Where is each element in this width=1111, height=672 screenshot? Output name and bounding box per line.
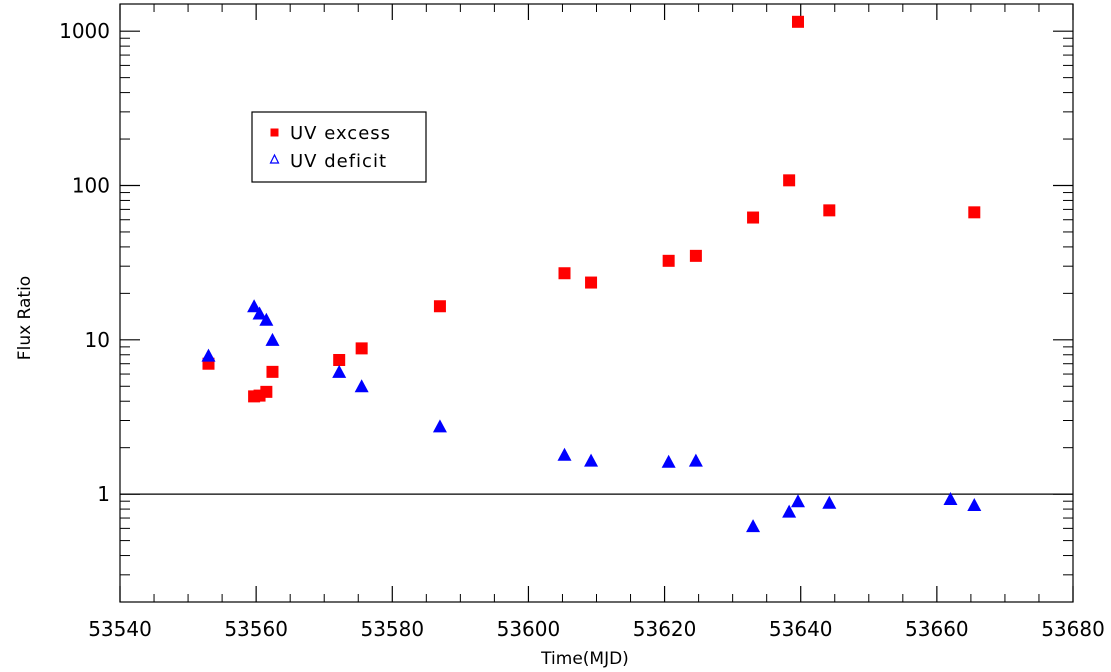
point-uv-excess (585, 276, 598, 289)
point-uv-deficit (201, 348, 216, 362)
point-uv-deficit (822, 495, 837, 509)
y-tick-labels: 1 10 100 1000 (59, 19, 110, 506)
point-uv-deficit (782, 504, 797, 518)
x-axis-label: Time(MJD) (540, 649, 629, 669)
point-uv-excess (260, 385, 273, 398)
legend-label-uv-deficit: UV deficit (290, 151, 387, 172)
x-tick-label: 53560 (224, 617, 288, 641)
point-uv-excess (355, 342, 368, 355)
x-tick-label: 53660 (905, 617, 969, 641)
point-uv-deficit (746, 519, 761, 533)
point-uv-excess (968, 206, 981, 219)
point-uv-deficit (354, 379, 369, 393)
point-uv-excess (333, 353, 346, 366)
point-uv-excess (558, 267, 571, 280)
point-uv-excess (433, 300, 446, 313)
point-uv-deficit (557, 447, 572, 461)
point-uv-excess (791, 15, 804, 28)
legend-marker-uv-deficit (269, 153, 280, 164)
point-uv-excess (823, 204, 836, 217)
legend-box (251, 111, 427, 183)
data-marks (201, 15, 982, 533)
legend: UV excess UV deficit (251, 111, 427, 183)
point-uv-excess (662, 254, 675, 267)
point-uv-deficit (252, 306, 267, 320)
point-uv-deficit (259, 312, 274, 326)
plot-frame (119, 3, 1074, 603)
x-tick-labels: 53540 53560 53580 53600 53620 53640 53660 53680 (88, 617, 1105, 641)
point-uv-excess (747, 211, 760, 224)
point-uv-deficit (967, 498, 982, 512)
x-tick-label: 53640 (769, 617, 833, 641)
point-uv-deficit (584, 453, 599, 467)
point-uv-deficit (943, 491, 958, 505)
point-uv-deficit (661, 454, 676, 468)
y-tick-label: 100 (72, 173, 110, 197)
x-tick-label: 53540 (88, 617, 152, 641)
point-uv-deficit (432, 419, 447, 433)
point-uv-excess (689, 249, 702, 262)
y-tick-label: 1000 (59, 19, 110, 43)
x-tick-label: 53680 (1041, 617, 1105, 641)
x-tick-label: 53620 (633, 617, 697, 641)
point-uv-deficit (265, 332, 280, 346)
legend-marker-uv-excess (270, 128, 279, 137)
point-uv-excess (266, 365, 279, 378)
point-uv-excess (783, 174, 796, 187)
x-tick-label: 53580 (360, 617, 424, 641)
point-uv-deficit (247, 299, 262, 313)
minor-ticks (120, 4, 1073, 603)
x-tick-label: 53600 (497, 617, 561, 641)
y-tick-label: 10 (85, 328, 110, 352)
point-uv-deficit (332, 364, 347, 378)
y-axis-label: Flux Ratio (15, 276, 35, 360)
point-uv-deficit (790, 494, 805, 508)
major-ticks (119, 4, 1074, 602)
point-uv-deficit (688, 453, 703, 467)
y-tick-label: 1 (97, 482, 110, 506)
legend-label-uv-excess: UV excess (290, 123, 391, 144)
